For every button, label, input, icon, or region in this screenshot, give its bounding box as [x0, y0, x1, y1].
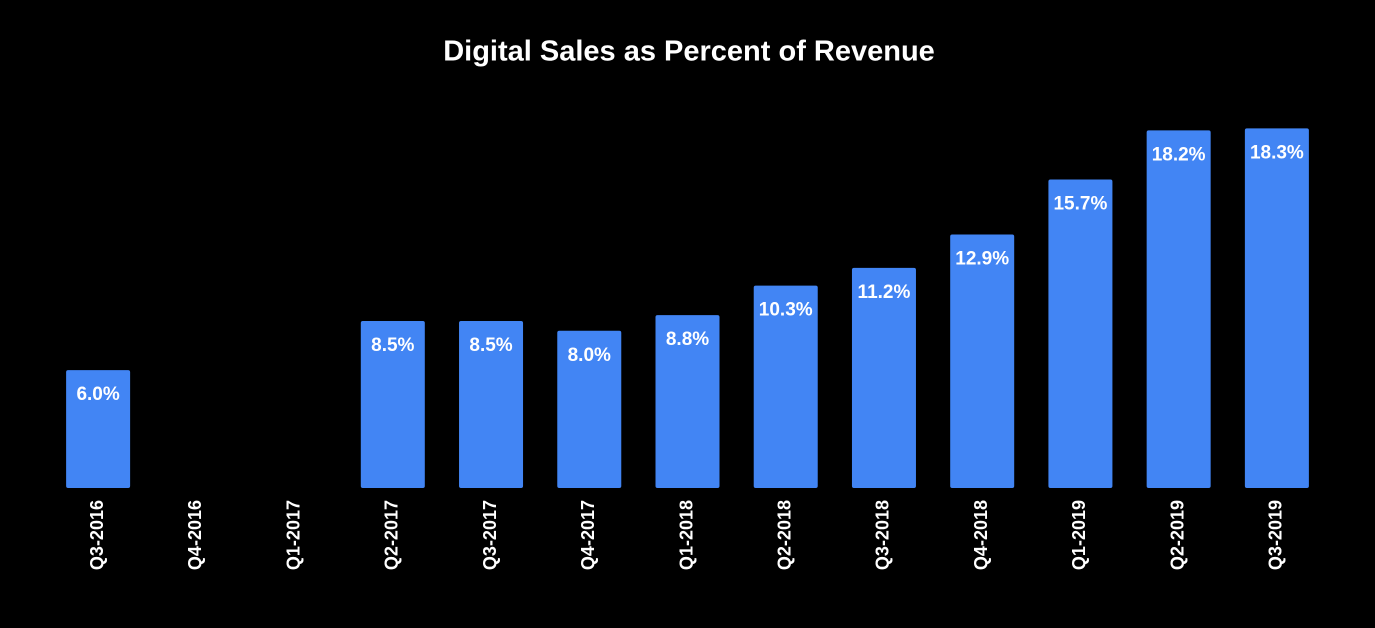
- x-tick-label: Q3-2017: [480, 500, 500, 570]
- value-label: 8.5%: [371, 335, 414, 356]
- value-label: 11.2%: [858, 282, 911, 303]
- x-tick-label: Q3-2019: [1266, 500, 1286, 570]
- value-label: 15.7%: [1053, 194, 1107, 215]
- x-tick-label: Q4-2016: [185, 500, 205, 570]
- value-label: 6.0%: [76, 384, 119, 405]
- bar: [557, 330, 622, 488]
- x-tick-label: Q4-2018: [971, 500, 991, 570]
- x-tick-label: Q3-2018: [873, 500, 893, 570]
- x-tick-label: Q3-2016: [87, 500, 107, 570]
- bar: [360, 320, 425, 488]
- bar: [1048, 179, 1113, 488]
- value-label: 18.3%: [1250, 142, 1304, 163]
- bar: [459, 320, 524, 488]
- value-label: 8.5%: [469, 335, 512, 356]
- value-label: 10.3%: [759, 300, 813, 321]
- x-tick-label: Q1-2018: [676, 500, 696, 570]
- value-label: 8.8%: [666, 329, 709, 350]
- value-label: 12.9%: [955, 249, 1009, 270]
- bar: [1244, 128, 1309, 488]
- x-tick-label: Q1-2017: [283, 500, 303, 570]
- value-label: 18.2%: [1152, 144, 1206, 165]
- bar: [851, 267, 916, 488]
- bar: [655, 315, 720, 488]
- value-label: 8.0%: [568, 345, 611, 366]
- x-tick-label: Q2-2017: [382, 500, 402, 570]
- bar: [753, 285, 818, 488]
- x-tick-label: Q2-2018: [774, 500, 794, 570]
- chart-title: Digital Sales as Percent of Revenue: [443, 36, 935, 68]
- x-tick-label: Q1-2019: [1069, 500, 1089, 570]
- bar: [950, 234, 1015, 488]
- x-tick-label: Q2-2019: [1167, 500, 1187, 570]
- x-tick-label: Q4-2017: [578, 500, 598, 570]
- bar: [66, 370, 131, 488]
- bar: [1146, 130, 1211, 488]
